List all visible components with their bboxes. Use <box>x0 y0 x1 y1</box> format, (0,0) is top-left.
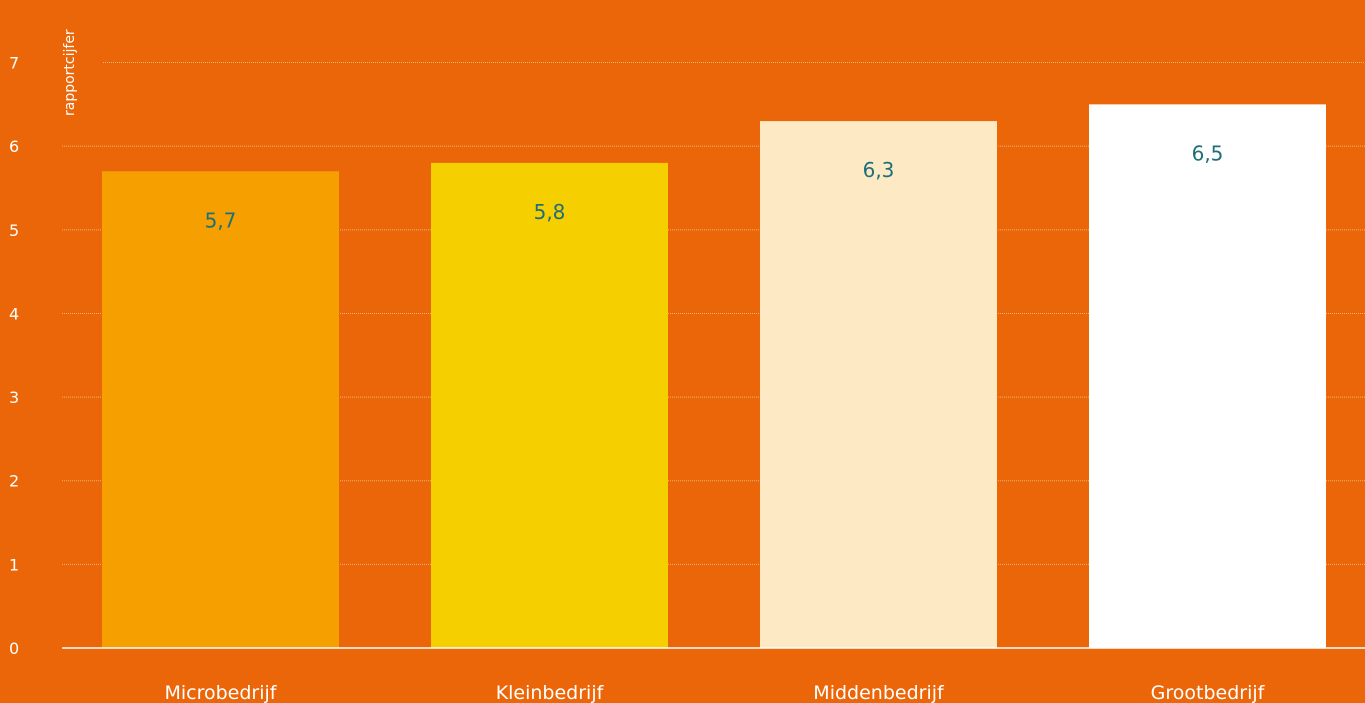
y-tick-label: 6 <box>9 137 19 156</box>
bar <box>431 162 668 648</box>
y-tick-label: 5 <box>9 221 19 240</box>
bar <box>102 171 339 649</box>
y-tick-label: 3 <box>9 388 19 407</box>
bars <box>102 104 1326 649</box>
bar-value-label: 6,3 <box>863 158 895 182</box>
y-tick-label: 2 <box>9 472 19 491</box>
x-tick-label: Grootbedrijf <box>1151 682 1266 703</box>
value-labels: 5,7 5,8 6,3 6,5 <box>205 141 1224 232</box>
bar <box>1089 104 1326 648</box>
bar <box>760 121 997 648</box>
y-tick-labels: 0 1 2 3 4 5 6 7 <box>9 54 19 658</box>
bar-value-label: 5,7 <box>205 208 237 232</box>
y-tick-label: 1 <box>9 555 19 574</box>
x-tick-label: Kleinbedrijf <box>496 682 605 703</box>
category-labels: Microbedrijf Kleinbedrijf Middenbedrijf Gro… <box>164 682 1265 703</box>
bar-value-label: 5,8 <box>534 200 566 224</box>
x-tick-label: Middenbedrijf <box>813 682 945 703</box>
y-tick-label: 0 <box>9 639 19 658</box>
y-tick-label: 4 <box>9 304 19 323</box>
gridlines <box>62 62 1365 565</box>
y-tick-label: 7 <box>9 54 19 73</box>
x-tick-label: Microbedrijf <box>164 682 277 703</box>
bar-value-label: 6,5 <box>1192 141 1224 165</box>
y-axis-label: rapportcijfer <box>62 29 78 116</box>
